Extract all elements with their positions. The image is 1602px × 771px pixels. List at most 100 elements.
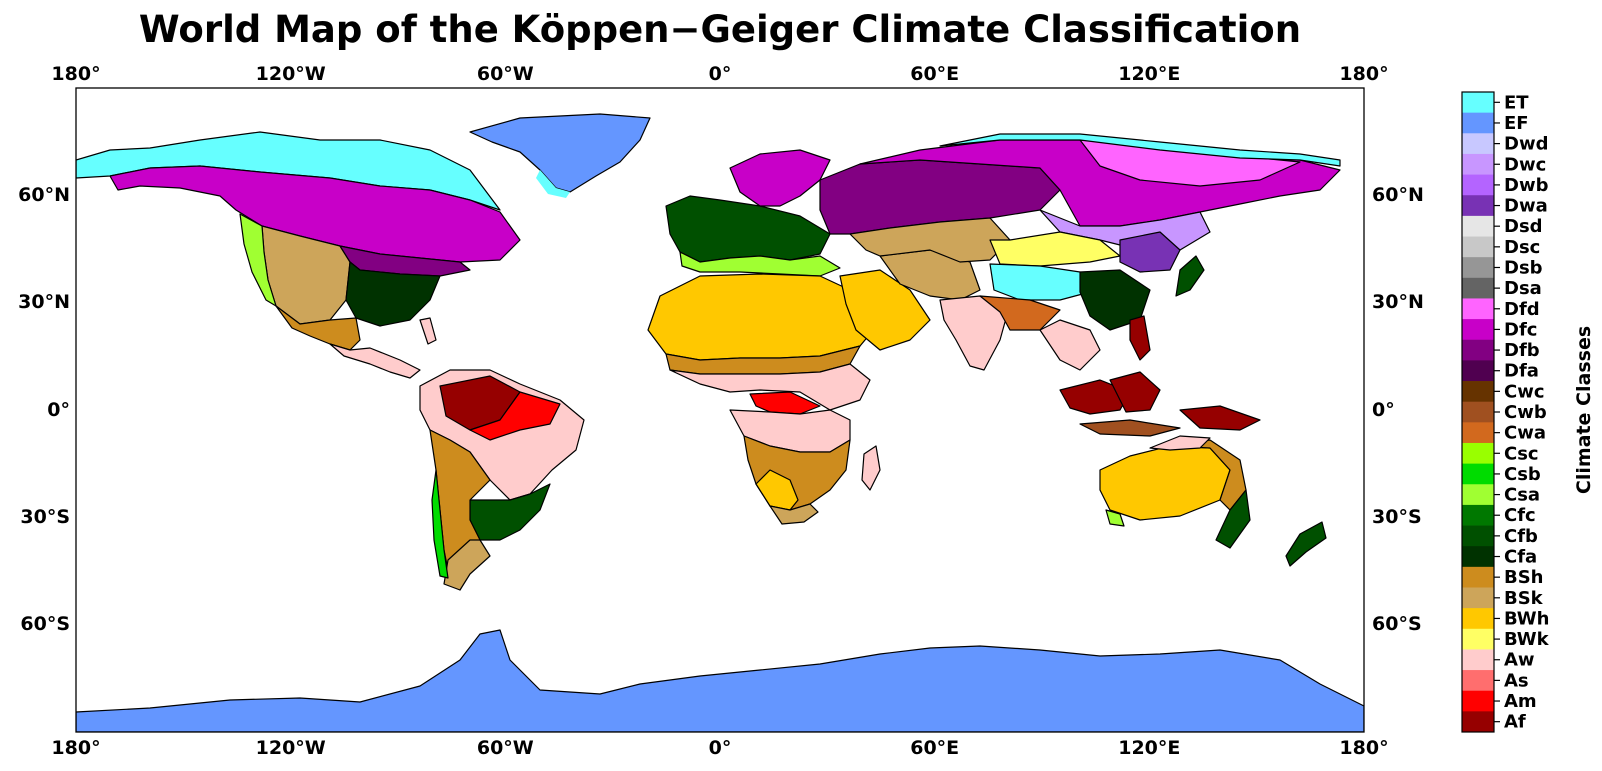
colorbar-label-af: Af (1504, 712, 1526, 733)
australia-north-aw (1149, 435, 1211, 451)
colorbar-label-dfd: Dfd (1504, 299, 1540, 320)
colorbar-swatch-csb (1462, 463, 1494, 485)
x-tick-top: 120°E (1118, 63, 1180, 85)
y-tick-right: 30°S (1372, 506, 1422, 528)
colorbar-label-bsk: BSk (1504, 588, 1544, 609)
antarctica-ef (76, 629, 1364, 732)
colorbar-swatch-cfb (1462, 525, 1494, 547)
x-tick-top: 60°E (910, 63, 959, 85)
colorbar-label-ef: EF (1504, 113, 1529, 134)
colorbar-swatch-dwc (1462, 153, 1494, 175)
new-guinea-af (1179, 405, 1261, 431)
colorbar-swatch-af (1462, 711, 1494, 733)
colorbar-swatch-dfb (1462, 339, 1494, 361)
colorbar-swatch-bsh (1462, 566, 1494, 588)
arabia-bwh (839, 269, 931, 351)
colorbar-swatch-csa (1462, 484, 1494, 506)
colorbar-swatch-bsk (1462, 587, 1494, 609)
colorbar-swatch-cwc (1462, 381, 1494, 403)
colorbar-swatch-bwk (1462, 628, 1494, 650)
y-ticks-right: 60°N 30°N 0° 30°S 60°S (1372, 184, 1424, 635)
colorbar-title: Climate Classes (1573, 326, 1595, 494)
x-tick-bottom: 0° (709, 737, 732, 759)
colorbar-swatch-cfa (1462, 546, 1494, 568)
colorbar-frame (1461, 91, 1495, 733)
x-tick-bottom: 120°W (256, 737, 326, 759)
colorbar-label-dwd: Dwd (1504, 134, 1548, 155)
java-am (1079, 419, 1181, 437)
x-tick-bottom: 120°E (1118, 737, 1180, 759)
x-tick-bottom: 60°E (910, 737, 959, 759)
colorbar-swatch-bwh (1462, 608, 1494, 630)
greenland-ef (469, 113, 651, 193)
china-cfa (1079, 269, 1151, 331)
map-title: World Map of the Köppen−Geiger Climate C… (138, 8, 1302, 51)
colorbar-swatch-dsa (1462, 277, 1494, 299)
y-tick-right: 30°N (1372, 291, 1424, 313)
x-tick-top: 180° (51, 63, 100, 85)
australia-east-cfa (1215, 489, 1251, 549)
colorbar-label-dfb: Dfb (1504, 340, 1540, 361)
central-america-aw (329, 343, 421, 379)
colorbar-label-csb: Csb (1504, 464, 1541, 485)
colorbar-label-cwc: Cwc (1504, 381, 1545, 402)
colorbar-label-dfa: Dfa (1504, 361, 1539, 382)
colorbar-swatch-dwb (1462, 174, 1494, 196)
x-tick-top: 60°W (477, 63, 534, 85)
x-ticks-bottom: 180° 120°W 60°W 0° 60°E 120°E 180° (51, 737, 1388, 759)
colorbar-label-cwb: Cwb (1504, 402, 1547, 423)
colorbar-swatch-dwa (1462, 195, 1494, 217)
colorbar-label-cfc: Cfc (1504, 505, 1536, 526)
philippines-af (1129, 315, 1151, 361)
colorbar-label-cfa: Cfa (1504, 547, 1537, 568)
colorbar-label-dsa: Dsa (1504, 278, 1542, 299)
y-tick-left: 60°N (18, 184, 70, 206)
x-tick-top: 0° (709, 63, 732, 85)
x-tick-bottom: 180° (1339, 737, 1388, 759)
colorbar-label-dsc: Dsc (1504, 237, 1540, 258)
colorbar-label-dwa: Dwa (1504, 196, 1548, 217)
colorbar-label-bwk: BWk (1504, 629, 1550, 650)
colorbar-label-et: ET (1504, 92, 1529, 113)
colorbar-swatch-dfc (1462, 319, 1494, 341)
y-tick-left: 30°N (18, 291, 70, 313)
y-tick-right: 0° (1372, 399, 1395, 421)
colorbar-swatch-dsb (1462, 257, 1494, 279)
madagascar (861, 445, 881, 491)
colorbar-label-dsd: Dsd (1504, 216, 1543, 237)
y-tick-left: 30°S (20, 506, 70, 528)
colorbar-swatch-cfc (1462, 504, 1494, 526)
colorbar: ETEFDwdDwcDwbDwaDsdDscDsbDsaDfdDfcDfbDfa… (1461, 91, 1550, 733)
central-asia-bsk (849, 217, 1011, 263)
west-africa-aw (669, 363, 871, 411)
x-ticks-top: 180° 120°W 60°W 0° 60°E 120°E 180° (51, 63, 1388, 85)
colorbar-label-cwa: Cwa (1504, 423, 1546, 444)
florida-aw (419, 317, 437, 345)
colorbar-swatch-cwb (1462, 401, 1494, 423)
colorbar-swatch-et (1462, 92, 1494, 114)
y-ticks-left: 60°N 30°N 0° 30°S 60°S (18, 184, 70, 635)
mediterranean-csa (679, 251, 841, 277)
colorbar-swatch-csc (1462, 442, 1494, 465)
indochina-aw (1039, 319, 1101, 371)
colorbar-swatch-cwa (1462, 422, 1494, 444)
colorbar-label-am: Am (1504, 691, 1537, 712)
colorbar-label-csa: Csa (1504, 485, 1540, 506)
south-america-am (469, 391, 561, 441)
mexico-bsh (275, 305, 361, 351)
colorbar-label-csc: Csc (1504, 443, 1539, 464)
y-tick-right: 60°N (1372, 184, 1424, 206)
tibet-et (989, 263, 1091, 301)
colorbar-swatch-aw (1462, 649, 1494, 671)
x-tick-top: 180° (1339, 63, 1388, 85)
y-tick-right: 60°S (1372, 613, 1422, 635)
colorbar-swatch-dfd (1462, 298, 1494, 320)
colorbar-label-bsh: BSh (1504, 567, 1544, 588)
south-africa-bsk (769, 503, 819, 525)
maritime-se-asia-af (1059, 379, 1131, 415)
colorbar-label-as: As (1504, 670, 1529, 691)
colorbar-swatch-dsc (1462, 236, 1494, 258)
colorbar-swatch-am (1462, 690, 1494, 712)
y-tick-left: 60°S (20, 613, 70, 635)
australia-sw-csa (1105, 509, 1125, 527)
